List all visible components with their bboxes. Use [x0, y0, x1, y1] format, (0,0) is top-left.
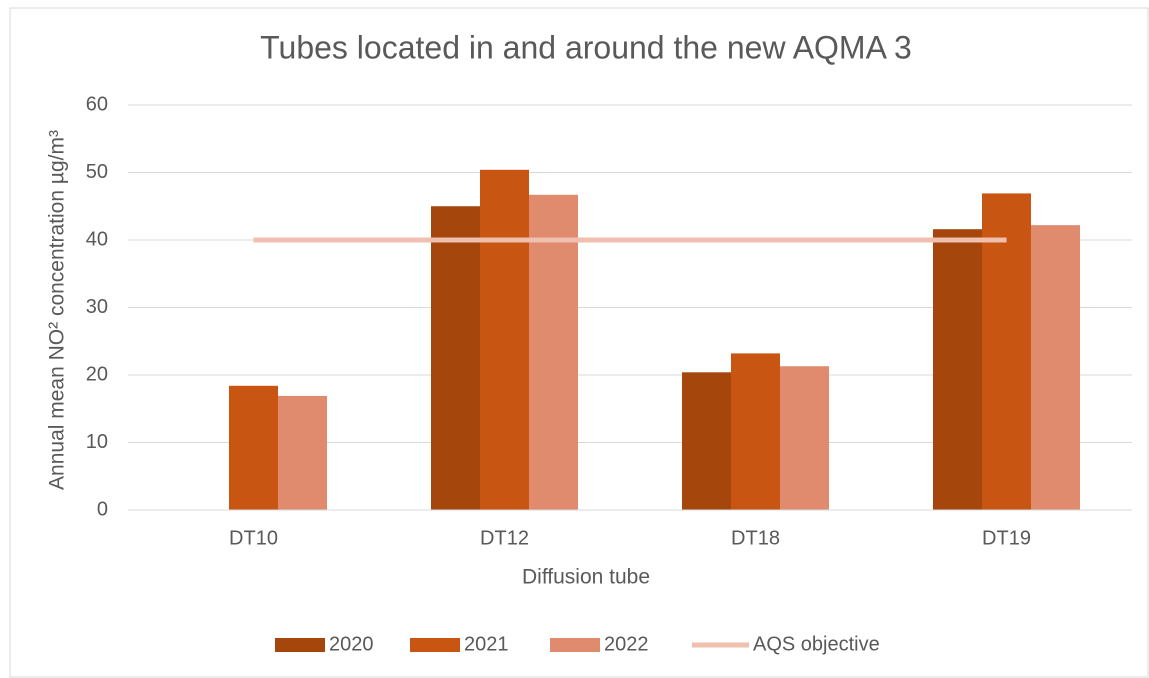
y-axis-label: Annual mean NO² concentration µg/m³: [46, 130, 69, 490]
y-tick-label: 60: [86, 93, 108, 115]
bar: [780, 366, 829, 510]
legend-label: 2020: [329, 633, 374, 655]
bar: [431, 206, 480, 510]
x-tick-label: DT19: [982, 527, 1031, 549]
x-axis-label: Diffusion tube: [522, 566, 650, 589]
legend-label: AQS objective: [753, 633, 880, 655]
bar: [529, 194, 578, 510]
bar: [731, 353, 780, 510]
x-tick-label: DT12: [480, 527, 529, 549]
legend-label: 2022: [604, 633, 649, 655]
legend-swatch: [550, 638, 600, 652]
chart-frame: [9, 7, 1149, 678]
bar: [480, 169, 529, 511]
bar: [682, 372, 731, 510]
chart-title: Tubes located in and around the new AQMA…: [260, 29, 912, 65]
x-tick-label: DT18: [731, 527, 780, 549]
y-tick-label: 10: [86, 431, 108, 453]
legend-swatch: [275, 638, 325, 652]
bar: [933, 229, 982, 510]
x-tick-label: DT10: [229, 527, 278, 549]
bar: [982, 193, 1031, 511]
legend-label: 2021: [464, 633, 509, 655]
bar: [1031, 225, 1080, 510]
y-tick-label: 0: [97, 498, 108, 520]
bar: [229, 385, 278, 510]
legend-swatch: [410, 638, 460, 652]
y-tick-label: 30: [86, 296, 108, 318]
y-tick-label: 40: [86, 228, 108, 250]
y-tick-label: 50: [86, 161, 108, 183]
y-tick-label: 20: [86, 363, 108, 385]
bar: [278, 395, 327, 510]
